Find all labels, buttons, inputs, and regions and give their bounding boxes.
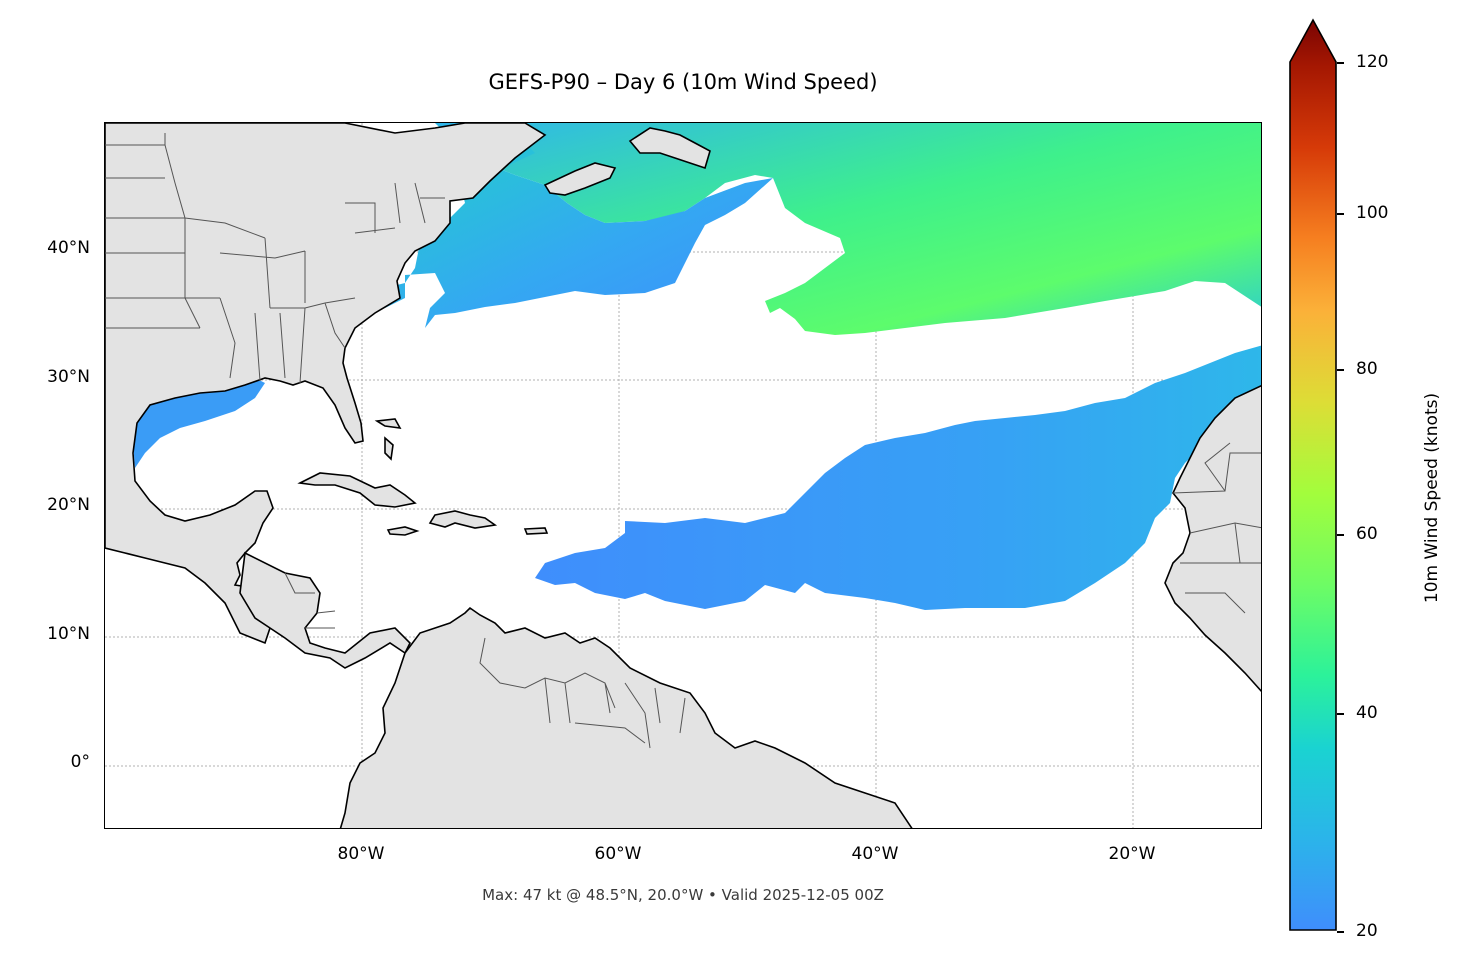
land-central-america (239, 551, 411, 669)
x-tick-20w: 20°W (1108, 844, 1156, 864)
land-bahamas (374, 418, 402, 461)
colorbar-tick-100: 100 (1356, 203, 1389, 223)
chart-title: GEFS-P90 – Day 6 (10m Wind Speed) (488, 70, 878, 94)
land-south-america (339, 606, 913, 828)
y-tick-0: 0° (70, 752, 90, 772)
land-hispaniola (428, 510, 498, 529)
colorbar-tick-20: 20 (1356, 921, 1378, 941)
colorbar-tick-mark (1337, 931, 1344, 933)
wind-field-us-northeast (345, 123, 773, 328)
y-tick-40n: 40°N (47, 238, 90, 258)
colorbar-tick-mark (1337, 534, 1344, 536)
land-west-africa (1164, 385, 1261, 692)
land-cuba (297, 472, 417, 508)
map-plot-area[interactable] (104, 122, 1262, 829)
land-puerto-rico (523, 527, 549, 535)
colorbar (1289, 18, 1337, 931)
y-tick-10n: 10°N (47, 624, 90, 644)
colorbar-tick-60: 60 (1356, 524, 1378, 544)
x-tick-80w: 80°W (337, 844, 385, 864)
x-tick-60w: 60°W (594, 844, 642, 864)
max-wind-valid-time-caption: Max: 47 kt @ 48.5°N, 20.0°W • Valid 2025… (482, 886, 884, 904)
land-jamaica (386, 526, 420, 536)
colorbar-tick-mark (1337, 213, 1344, 215)
wind-field-north-atlantic (435, 123, 1261, 335)
y-tick-30n: 30°N (47, 367, 90, 387)
colorbar-tick-mark (1337, 62, 1344, 64)
political-borders (105, 133, 1261, 749)
colorbar-tick-80: 80 (1356, 359, 1378, 379)
colorbar-label: 10m Wind Speed (knots) (1422, 392, 1442, 604)
land-nova-scotia (543, 162, 617, 196)
x-tick-40w: 40°W (851, 844, 899, 864)
land-newfoundland (628, 127, 711, 170)
map-canvas (105, 123, 1261, 828)
colorbar-tick-120: 120 (1356, 52, 1389, 72)
y-tick-20n: 20°N (47, 495, 90, 515)
colorbar-tick-mark (1337, 369, 1344, 371)
wind-field-trade-winds (535, 345, 1261, 610)
colorbar-tick-40: 40 (1356, 703, 1378, 723)
colorbar-tick-mark (1337, 713, 1344, 715)
